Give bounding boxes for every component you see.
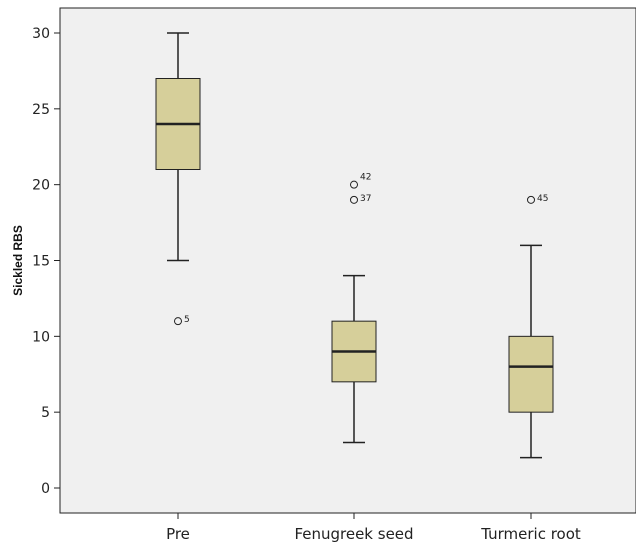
x-tick-label: Fenugreek seed xyxy=(294,525,413,543)
y-tick-label: 0 xyxy=(41,481,50,497)
y-axis-title: Sickled RBS xyxy=(11,225,25,296)
outlier-point xyxy=(350,180,358,189)
outlier-point xyxy=(350,195,358,204)
outlier-label: 37 xyxy=(360,194,371,204)
outlier-point xyxy=(527,195,535,204)
y-tick-label: 20 xyxy=(32,178,50,194)
y-tick-label: 15 xyxy=(32,254,50,270)
box-group: 5 xyxy=(155,32,201,326)
x-tick-label: Pre xyxy=(166,525,190,543)
x-axis: Pre Fenugreek seed Turmeric root xyxy=(166,513,581,543)
plot-area xyxy=(59,7,636,514)
y-axis: 0 5 10 15 20 25 30 xyxy=(32,26,60,497)
x-tick-label: Turmeric root xyxy=(480,525,581,543)
y-tick-label: 10 xyxy=(32,329,50,345)
y-tick-label: 25 xyxy=(32,102,50,118)
outlier-point xyxy=(174,317,182,326)
iqr-box xyxy=(508,335,554,413)
box-group: 42 37 xyxy=(331,173,377,444)
outlier-label: 45 xyxy=(537,194,548,204)
outlier-label: 42 xyxy=(360,173,371,183)
y-tick-label: 30 xyxy=(32,26,50,42)
outlier-label: 5 xyxy=(184,315,190,325)
box-group: 45 xyxy=(508,194,554,459)
y-tick-label: 5 xyxy=(41,405,50,421)
boxes-layer: 5 42 37 45 xyxy=(155,32,554,459)
